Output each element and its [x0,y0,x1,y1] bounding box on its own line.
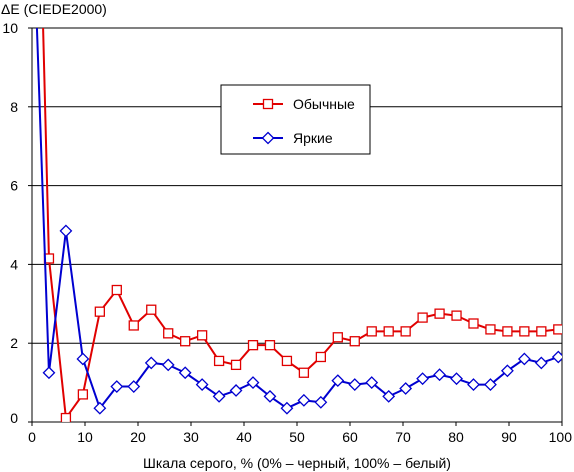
data-point [161,358,175,372]
x-tick-label: 90 [501,429,517,445]
data-point [416,372,430,386]
data-point [127,380,141,393]
data-point [502,326,513,337]
data-point [400,326,411,337]
data-point [451,310,462,321]
data-point [77,389,89,400]
data-point [433,368,446,382]
data-point [230,359,242,371]
x-tick-label: 60 [342,429,358,445]
data-point [382,389,396,403]
x-tick-label: 70 [395,429,411,445]
data-point [332,332,343,343]
data-point [280,401,294,415]
data-point [485,324,496,335]
data-point [348,378,362,391]
x-tick-label: 10 [77,429,93,445]
x-axis-label: Шкала серого, % (0% – черный, 100% – бел… [143,455,451,471]
data-point [315,351,327,363]
data-point [434,308,445,319]
legend-label-1: Яркие [293,130,333,146]
x-tick-label: 0 [28,429,36,445]
x-tick-label: 80 [448,429,464,445]
y-tick-label: 10 [2,20,18,36]
data-point [111,284,122,296]
data-point [110,380,124,393]
data-point [297,393,311,407]
data-point [417,312,428,323]
x-tick-label: 100 [549,429,573,445]
y-tick-label: 6 [10,178,18,194]
data-point [263,389,277,403]
legend-marker-1 [261,131,275,145]
series-layer [35,28,562,422]
data-point [195,378,209,391]
data-point [213,355,225,367]
data-point [128,320,139,331]
data-point [246,376,260,390]
y-tick-label: 4 [10,256,18,272]
x-tick-label: 30 [183,429,199,445]
data-point [534,356,548,370]
data-point [349,336,360,347]
data-point [247,340,259,351]
data-point [94,306,105,317]
data-point [298,367,310,378]
data-point [42,366,56,380]
data-point [178,366,192,380]
legend: Обычные Яркие [220,84,371,155]
y-tick-label: 0 [10,410,18,426]
y-tick-label: 2 [10,335,18,351]
data-point [93,401,107,415]
data-point [212,389,226,403]
data-point [365,376,379,390]
x-tick-label: 50 [289,429,305,445]
data-point [500,364,514,378]
legend-box [220,84,371,155]
data-point [536,326,547,337]
data-point [399,382,413,395]
data-point [314,395,328,409]
data-point [229,384,243,397]
data-point [331,374,345,388]
data-point [196,330,208,341]
legend-label-0: Обычные [293,96,355,112]
series-0 [42,28,562,422]
x-tick-label: 20 [130,429,146,445]
data-point [59,224,73,238]
data-point [519,326,530,337]
data-point [281,355,293,367]
data-point [450,372,463,386]
data-point [60,412,72,422]
data-point [383,326,394,337]
data-point [76,352,90,366]
data-point [163,328,174,339]
data-point [553,324,562,335]
y-axis-label: ΔE (CIEDE2000) [1,1,107,17]
x-tick-label: 40 [236,429,252,445]
data-point [467,378,480,391]
data-point [468,318,479,329]
y-tick-label: 8 [10,99,18,115]
data-point [146,304,157,315]
data-point [551,350,562,364]
data-point [517,352,531,366]
data-point [264,340,276,351]
series-1 [35,28,562,415]
data-point [366,326,377,337]
legend-marker-0 [262,98,274,110]
data-point [144,356,158,370]
data-point [484,378,497,391]
data-point [180,336,191,347]
